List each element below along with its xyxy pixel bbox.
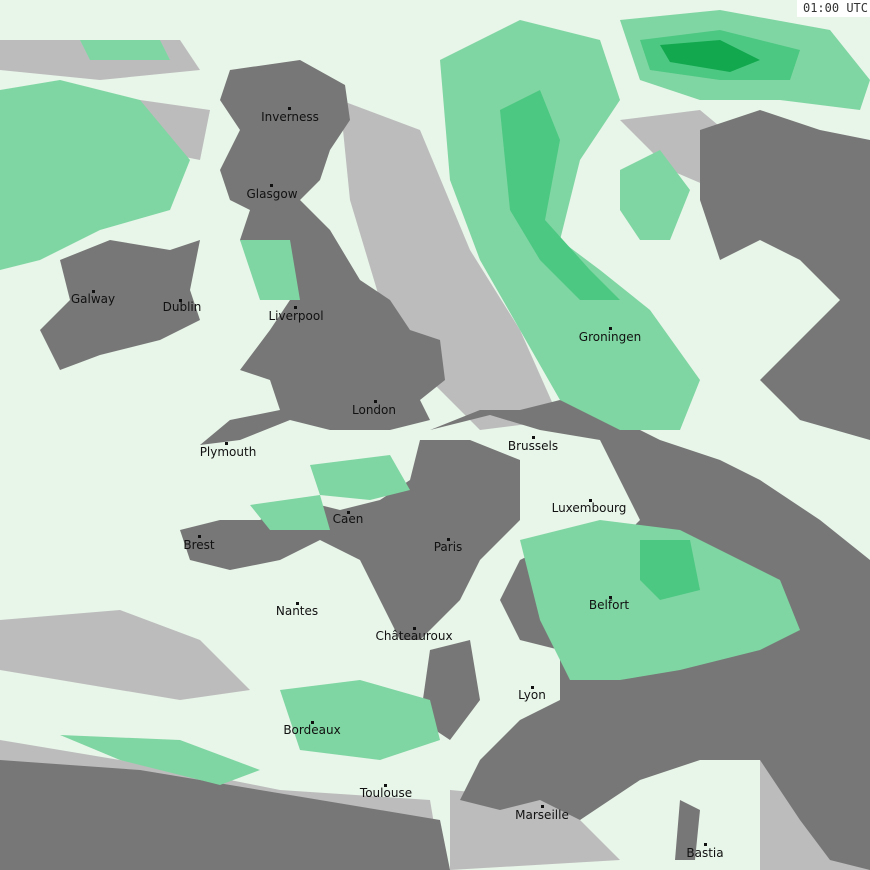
city-label: Belfort [588,598,630,612]
city-label: Toulouse [359,786,413,800]
precipitation-layer [0,10,870,785]
city-marker [609,327,612,330]
city-marker [413,627,416,630]
city-marker [541,805,544,808]
city-marker [447,538,450,541]
city-label: Caen [332,512,364,526]
city-label: Marseille [515,808,569,822]
city-marker [225,442,228,445]
city-marker [532,436,535,439]
city-marker [384,784,387,787]
timestamp-label: 01:00 UTC [796,0,870,17]
city-marker [198,535,201,538]
city-label: Châteauroux [375,629,453,643]
city-label: Brest [183,538,215,552]
city-label: Glasgow [246,187,298,201]
city-marker [347,511,350,514]
city-marker [531,686,534,689]
city-label: Nantes [275,604,319,618]
city-label: Liverpool [268,309,324,323]
city-label: Plymouth [199,445,257,459]
city-label: Lyon [518,688,546,702]
city-marker [704,843,707,846]
city-marker [296,602,299,605]
city-marker [589,499,592,502]
city-label: Paris [433,540,463,554]
city-marker [270,184,273,187]
city-marker [609,596,612,599]
city-label: Luxembourg [551,501,627,515]
city-marker [294,306,297,309]
city-marker [374,400,377,403]
city-label: Inverness [261,110,319,124]
city-marker [311,721,314,724]
city-label: Brussels [507,439,559,453]
city-label: London [352,403,396,417]
city-label: Galway [70,292,116,306]
city-label: Dublin [162,300,202,314]
city-marker [288,107,291,110]
city-label: Groningen [578,330,642,344]
city-label: Bordeaux [283,723,341,737]
city-marker [92,290,95,293]
city-marker [179,299,182,302]
city-label: Bastia [686,846,724,860]
